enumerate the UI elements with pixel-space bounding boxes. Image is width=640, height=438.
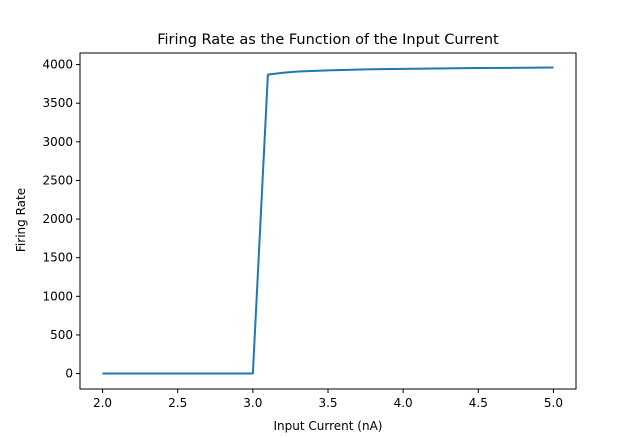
chart-title: Firing Rate as the Function of the Input…: [157, 32, 499, 48]
plot-area: 2.0 2.5 3.0 3.5 4.0 4.5 5.0 0 500 1000 1500 2000 250…: [42, 52, 577, 410]
x-tick-label: 2.5: [168, 396, 187, 410]
x-tick-label: 3.5: [318, 396, 337, 410]
y-tick-label: 3000: [42, 135, 73, 149]
series-line-0: [102, 66, 554, 375]
y-tick-label: 2000: [42, 212, 73, 226]
y-tick-label: 4000: [42, 58, 73, 72]
y-tick-label: 3500: [42, 96, 73, 110]
x-tick-label: 3.0: [243, 396, 262, 410]
x-tick-label: 5.0: [544, 396, 563, 410]
y-tick-label: 1500: [42, 251, 73, 265]
x-tick-label: 4.5: [469, 396, 488, 410]
y-tick-label: 1000: [42, 289, 73, 303]
x-tick-label: 4.0: [394, 396, 413, 410]
x-axis-label: Input Current (nA): [274, 419, 383, 433]
y-tick-label: 0: [65, 367, 73, 381]
y-tick-label: 500: [50, 328, 73, 342]
y-tick-label: 2500: [42, 173, 73, 187]
y-axis-label: Firing Rate: [14, 188, 28, 252]
x-tick-label: 2.0: [93, 396, 112, 410]
